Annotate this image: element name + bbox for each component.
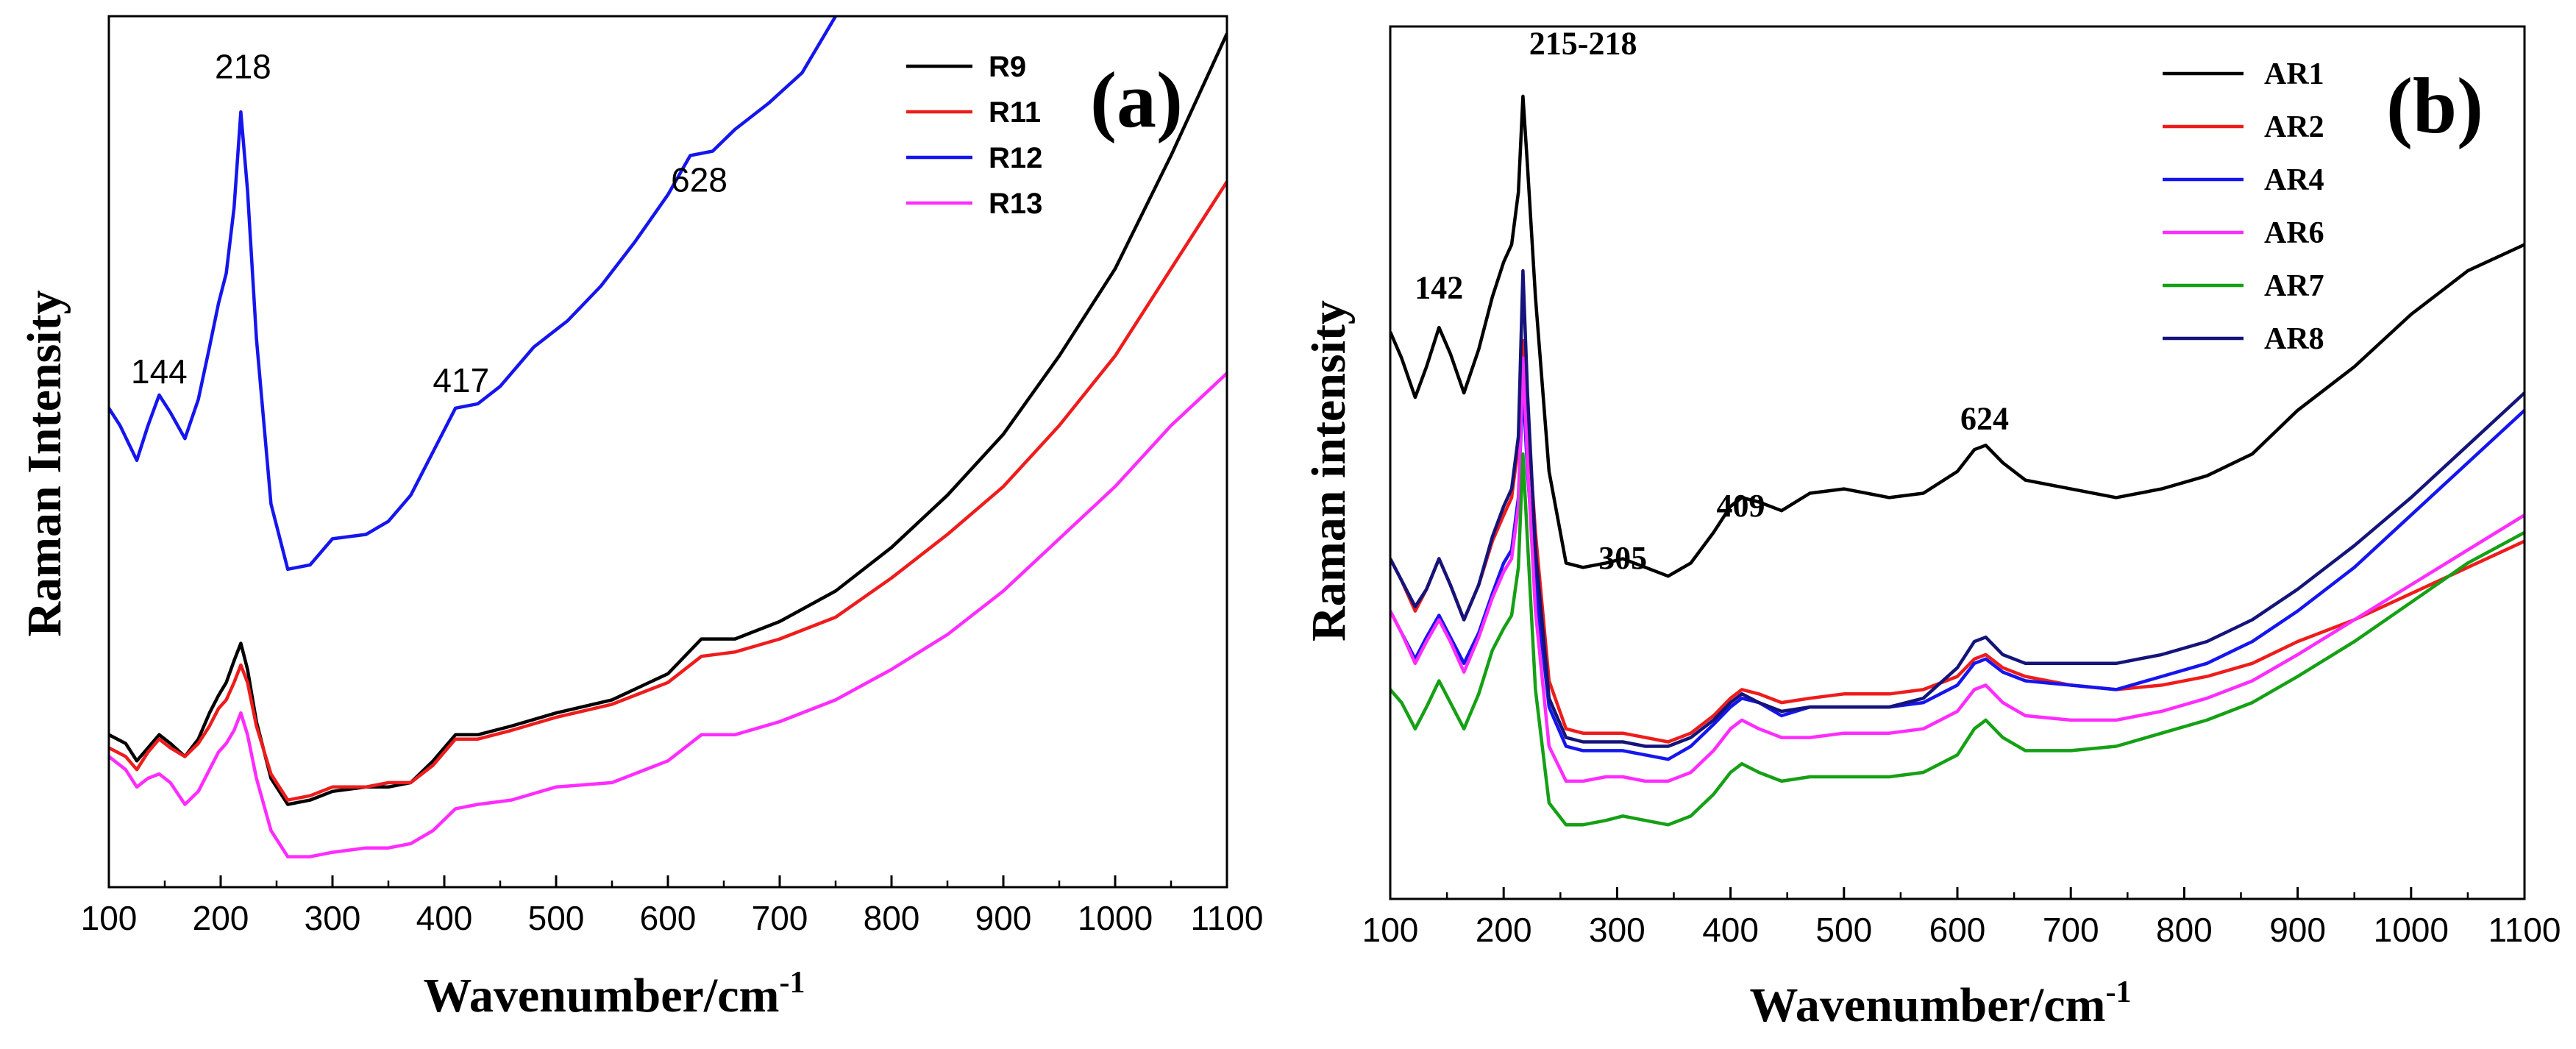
panel-a-plot-area: 100 200 300 400 500 600 700 800 900 1000 1100 144 21…	[81, 15, 1264, 937]
panel-b-xtick-label-200: 200	[1476, 911, 1532, 949]
panel-a-legend-label-r13: R13	[989, 188, 1042, 220]
panel-b-xtick-label-1100: 1100	[2488, 911, 2561, 949]
panel-b-xtick-label-100: 100	[1362, 911, 1419, 949]
panel-b-series-ar7-line	[1390, 452, 2525, 827]
panel-a-frame	[107, 15, 1228, 889]
panel-b-legend-label-ar7: AR7	[2264, 269, 2324, 303]
panel-a-series-r9-line	[109, 32, 1227, 806]
panel-a-xtick-label-400: 400	[416, 899, 473, 937]
panel-b-chart: Raman intensity 100 200 300 400 500 600 700 800…	[1302, 25, 2561, 1032]
panel-b-peak-annotation-215-218: 215-218	[1529, 25, 1637, 61]
panel-a-xtick-label-500: 500	[528, 899, 585, 937]
panel-a-xtick-label-300: 300	[305, 899, 361, 937]
panel-a-xlabel-text: Wavenumber/cm	[424, 969, 780, 1023]
panel-a-label: (a)	[1090, 57, 1183, 144]
panel-b-peak-annotation-142: 142	[1415, 269, 1463, 305]
panel-a-xtick-label-1100: 1100	[1191, 899, 1264, 937]
panel-b-peak-annotation-305: 305	[1598, 540, 1647, 576]
panel-b-legend-label-ar4: AR4	[2264, 163, 2324, 197]
panel-b-xtick-label-500: 500	[1815, 911, 1872, 949]
panel-a-xtick-label-200: 200	[193, 899, 249, 937]
panel-a-xlabel-sup: -1	[779, 966, 805, 1000]
panel-b-peak-annotation-409: 409	[1716, 488, 1765, 524]
panel-b-xtick-label-900: 900	[2269, 911, 2326, 949]
panel-a-peak-annotation-417: 417	[433, 361, 489, 399]
panel-b-series-ar1-line	[1390, 94, 2525, 578]
panel-b-series-ar6-line	[1390, 356, 2525, 783]
panel-b-label: (b)	[2386, 63, 2483, 150]
panel-a-xtick-label-100: 100	[81, 899, 138, 937]
panel-a-legend-label-r11: R11	[989, 96, 1041, 129]
panel-b-plot-area: 100 200 300 400 500 600 700 800 900 1000 1100 142 21…	[1362, 25, 2561, 949]
panel-b-legend-label-ar2: AR2	[2264, 110, 2324, 144]
panel-b-xlabel-sup: -1	[2105, 975, 2131, 1009]
panel-b-xtick-label-1000: 1000	[2374, 911, 2449, 949]
panel-b-ylabel: Raman intensity	[1302, 300, 1356, 641]
panel-b-xtick-label-600: 600	[1929, 911, 1986, 949]
panel-a-xtick-label-800: 800	[864, 899, 920, 937]
panel-a-series-r13-line	[109, 371, 1227, 858]
panel-b-legend-label-ar8: AR8	[2264, 322, 2324, 356]
panel-a-series-r12-line	[109, 16, 838, 572]
panel-b-series-ar4-line	[1390, 383, 2525, 761]
panel-a-xtick-label-900: 900	[975, 899, 1032, 937]
panel-a-peak-annotation-628: 628	[671, 160, 727, 199]
panel-b-xtick-label-400: 400	[1702, 911, 1759, 949]
panel-a-xtick-label-700: 700	[752, 899, 808, 937]
panel-b-legend-label-ar6: AR6	[2264, 216, 2324, 250]
panel-b-xtick-label-300: 300	[1589, 911, 1645, 949]
panel-b-series-ar8-line	[1390, 269, 2525, 748]
panel-a-xlabel: Wavenumber/cm-1	[424, 966, 805, 1023]
panel-a-peak-annotation-144: 144	[131, 352, 188, 391]
panel-b-legend-label-ar1: AR1	[2264, 57, 2324, 91]
panel-a-peak-annotation-218: 218	[215, 48, 271, 86]
panel-b-xlabel-text: Wavenumber/cm	[1750, 978, 2106, 1032]
panel-a-ylabel: Raman Intensity	[18, 290, 71, 636]
panel-a-legend-label-r9: R9	[989, 51, 1026, 83]
panel-b-xtick-label-800: 800	[2156, 911, 2213, 949]
panel-a-chart: Raman Intensity 100 200 300 400 500 600 700 800…	[18, 15, 1264, 1023]
panel-b-xlabel: Wavenumber/cm-1	[1750, 975, 2132, 1032]
panel-a-xtick-label-1000: 1000	[1078, 899, 1153, 937]
panel-a-series-r11-line	[109, 180, 1227, 802]
panel-a-legend-label-r12: R12	[989, 142, 1042, 174]
panel-b-peak-annotation-624: 624	[1960, 400, 2009, 436]
panel-a-xtick-label-600: 600	[640, 899, 697, 937]
panel-b-xtick-label-700: 700	[2043, 911, 2099, 949]
